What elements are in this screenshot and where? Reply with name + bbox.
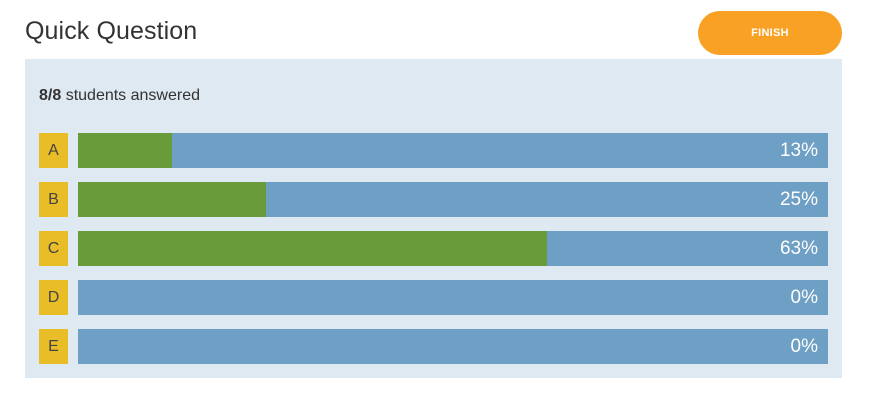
answer-percent: 25% (779, 189, 818, 210)
answer-row-c: C 63% (39, 231, 828, 266)
answer-bar-fill (78, 231, 547, 266)
answer-bar[interactable]: 0% (78, 329, 828, 364)
answer-bar[interactable]: 63% (78, 231, 828, 266)
results-panel: 8/8 students answered A 13% B 25% C 63% (25, 59, 842, 378)
answer-row-b: B 25% (39, 182, 828, 217)
answer-letter: C (39, 231, 68, 266)
answer-letter: E (39, 329, 68, 364)
answer-letter: B (39, 182, 68, 217)
answer-percent: 0% (790, 336, 818, 357)
answer-bar[interactable]: 13% (78, 133, 828, 168)
answer-percent: 0% (790, 287, 818, 308)
answer-bar-fill (78, 182, 266, 217)
answer-letter: A (39, 133, 68, 168)
answer-bar-fill (78, 133, 172, 168)
answer-row-e: E 0% (39, 329, 828, 364)
answer-bar[interactable]: 25% (78, 182, 828, 217)
answer-bar[interactable]: 0% (78, 280, 828, 315)
answer-row-a: A 13% (39, 133, 828, 168)
answered-summary: 8/8 students answered (39, 87, 200, 105)
answer-letter: D (39, 280, 68, 315)
answer-percent: 13% (779, 140, 818, 161)
answered-label: students answered (61, 87, 200, 104)
finish-button[interactable]: FINISH (698, 11, 842, 55)
page-title: Quick Question (25, 17, 198, 45)
answer-percent: 63% (779, 238, 818, 259)
answer-row-d: D 0% (39, 280, 828, 315)
answered-count: 8/8 (39, 87, 62, 104)
